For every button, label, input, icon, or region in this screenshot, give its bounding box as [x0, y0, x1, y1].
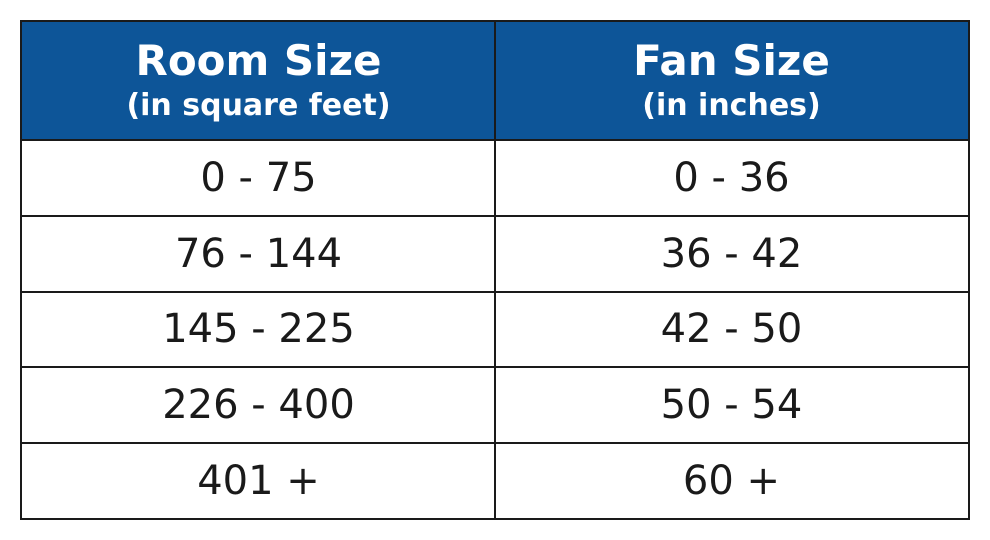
- size-table: Room Size (in square feet) Fan Size (in inc…: [20, 20, 970, 520]
- header-subtitle: (in square feet): [126, 87, 391, 123]
- table-cell: 145 - 225: [22, 290, 495, 367]
- table-cell: 226 - 400: [22, 366, 495, 442]
- table-cell: 76 - 144: [22, 214, 495, 291]
- table-cell: 60 +: [495, 442, 968, 518]
- table-cell: 401 +: [22, 442, 495, 518]
- header-subtitle: (in inches): [642, 87, 821, 123]
- table-cell: 0 - 36: [495, 139, 968, 215]
- table-cell: 36 - 42: [495, 214, 968, 291]
- table-cell: 0 - 75: [22, 139, 495, 215]
- header-title: Room Size: [135, 35, 382, 85]
- table-cell: 50 - 54: [495, 366, 968, 442]
- column-header: Room Size (in square feet): [22, 22, 495, 139]
- column-header: Fan Size (in inches): [495, 22, 968, 139]
- column-divider: [494, 22, 496, 518]
- table-cell: 42 - 50: [495, 290, 968, 367]
- header-title: Fan Size: [633, 35, 830, 85]
